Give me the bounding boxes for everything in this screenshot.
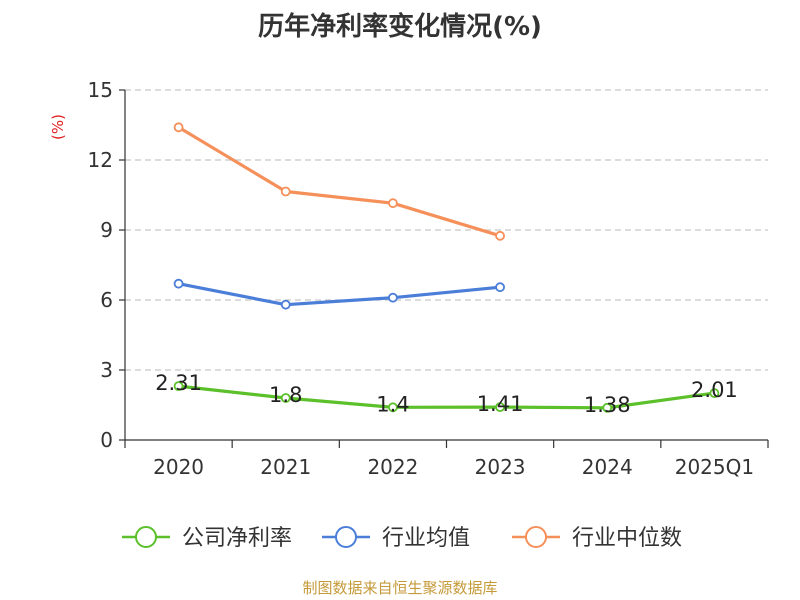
data-point [388,198,398,209]
y-tick-label: 0 [100,428,113,452]
legend-label: 公司净利率 [182,526,292,551]
data-point [495,282,505,293]
series-line [178,282,501,307]
data-point [388,402,398,413]
data-point [280,299,291,310]
data-label: 1.38 [584,393,631,417]
x-tick-label: 2023 [475,455,526,479]
y-tick-label: 15 [88,78,113,102]
y-tick-label: 6 [100,288,113,312]
data-label: 1.4 [376,392,409,416]
data-point [709,388,720,399]
data-point [495,230,505,241]
data-point [173,381,184,392]
x-tick-label: 2021 [260,455,311,479]
chart-title: 历年净利率变化情况(%) [258,12,542,42]
data-point [173,278,184,289]
legend-label: 行业中位数 [572,526,682,551]
data-point [602,402,613,413]
y-tick-label: 3 [100,358,113,382]
x-tick-label: 2022 [367,455,418,479]
data-point [280,393,291,403]
data-point [280,186,291,197]
data-point [173,122,184,133]
data-label: 1.41 [477,392,524,416]
legend-marker [135,526,157,548]
legend-marker [335,526,357,548]
series-line [178,384,715,410]
data-source-note: 制图数据来自恒生聚源数据库 [302,579,498,597]
x-tick-label: 2024 [582,455,633,479]
series-line [177,125,501,238]
data-point [388,292,398,303]
y-tick-label: 9 [100,218,113,242]
data-label: 2.31 [155,371,202,395]
legend-label: 行业均值 [382,526,470,551]
data-point [495,402,505,413]
legend-marker [525,526,547,548]
y-tick-label: 12 [88,148,113,172]
data-label: 2.01 [691,378,738,402]
data-label: 1.8 [269,383,302,407]
x-tick-label: 2020 [153,455,204,479]
x-tick-label: 2025Q1 [675,455,754,479]
